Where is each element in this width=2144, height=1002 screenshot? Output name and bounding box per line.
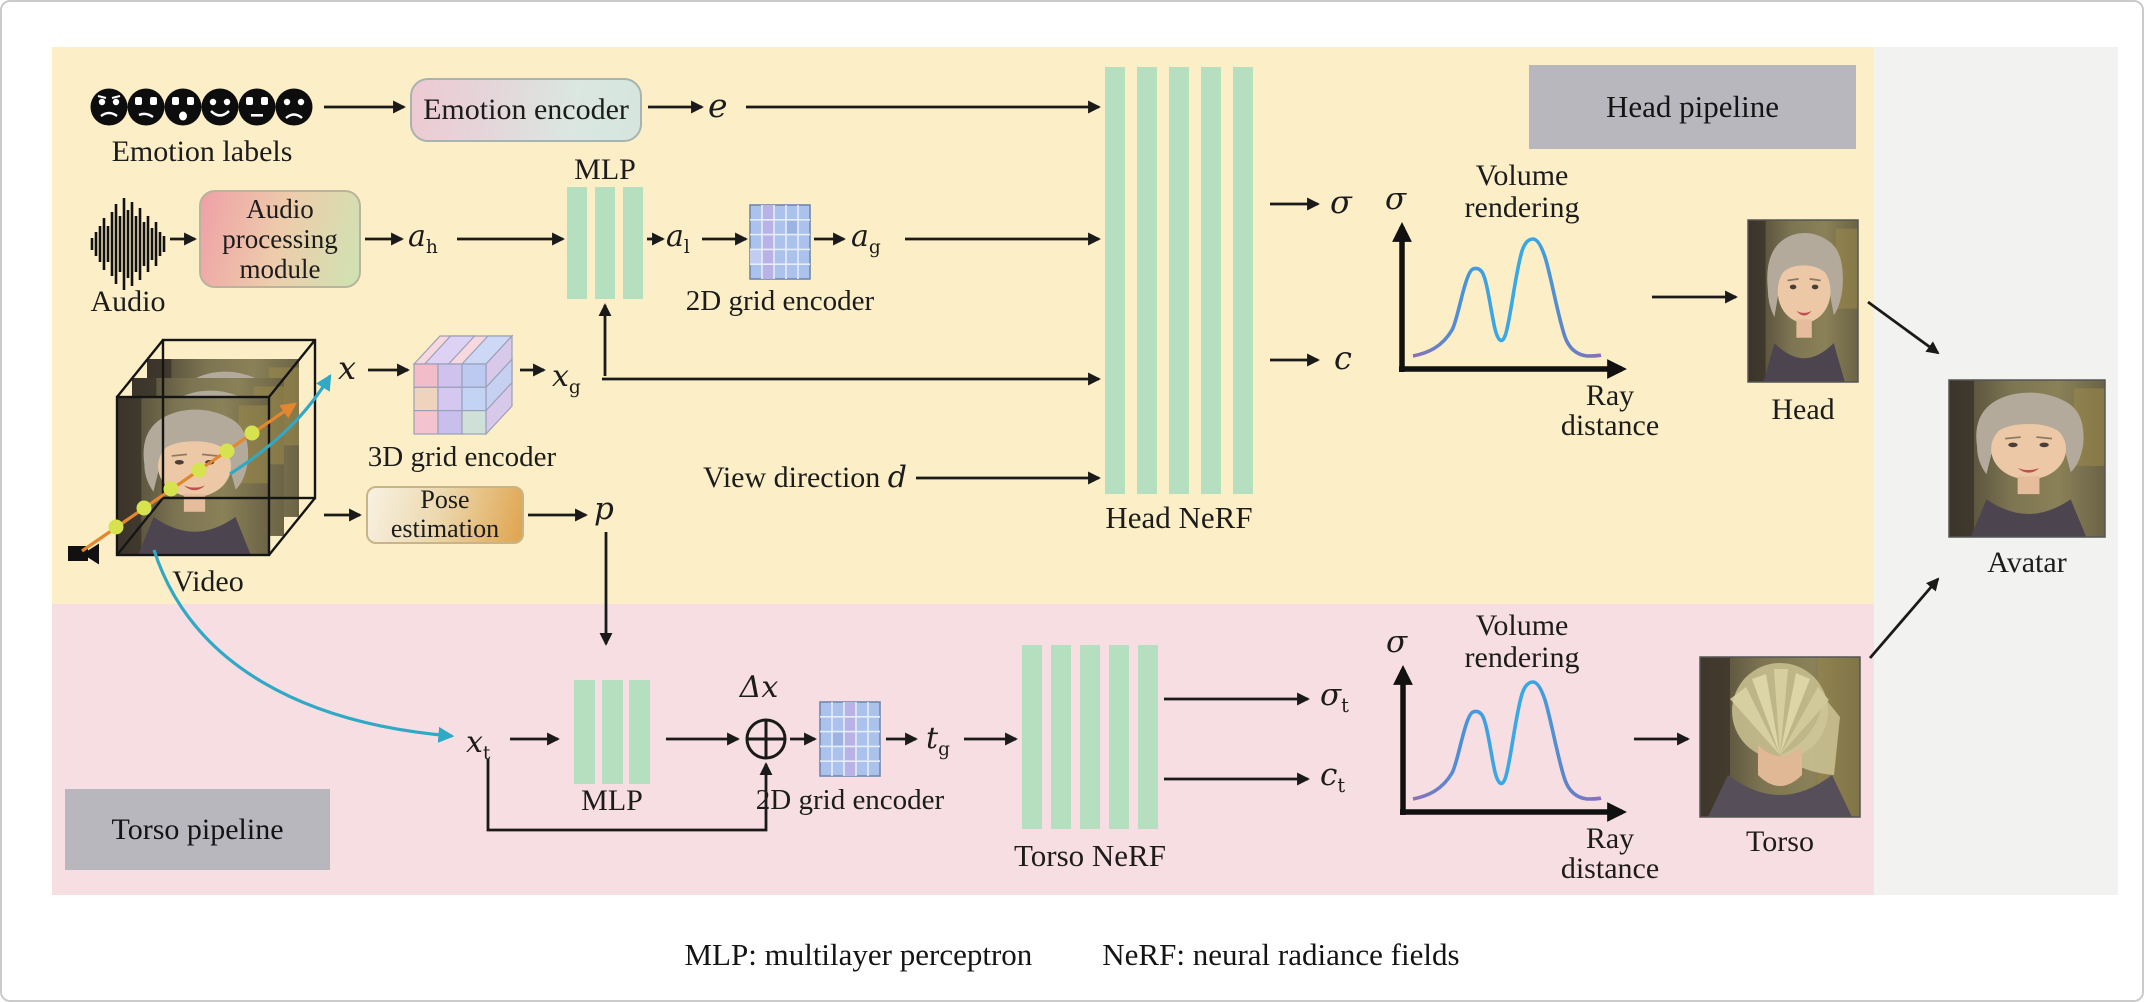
torso-pipeline-label: Torso pipeline bbox=[111, 812, 284, 846]
c-output-symbol: c bbox=[1334, 339, 1352, 377]
avatar-side-panel bbox=[1874, 47, 2118, 895]
ag-symbol: ag bbox=[851, 219, 881, 258]
sigma-output-symbol: σ bbox=[1330, 183, 1352, 221]
video-caption: Video bbox=[172, 565, 244, 598]
torso-pipeline-label-box: Torso pipeline bbox=[65, 789, 330, 870]
caption-mlp: MLP: multilayer perceptron bbox=[684, 937, 1033, 972]
head-nerf-bar-3 bbox=[1169, 67, 1189, 494]
sigmat-output-symbol: σt bbox=[1320, 677, 1349, 718]
head-volume-title: Volume rendering bbox=[1422, 160, 1622, 223]
torso-volume-title-1: Volume bbox=[1475, 609, 1569, 642]
torso-mlp-bar-1 bbox=[574, 680, 595, 784]
head-mlp-bar-1 bbox=[567, 187, 587, 299]
head-volume-title-2: rendering bbox=[1464, 190, 1580, 224]
pose-estimation-box: Pose estimation bbox=[366, 486, 524, 544]
head-2dgrid-caption: 2D grid encoder bbox=[685, 285, 875, 317]
torso-mlp-bar-3 bbox=[629, 680, 650, 784]
xg-symbol: xg bbox=[552, 359, 581, 398]
pose-estimation-label: Pose estimation bbox=[391, 486, 499, 543]
head-mlp-caption: MLP bbox=[574, 153, 636, 186]
audio-line-3: module bbox=[239, 254, 321, 285]
ct-output-symbol: ct bbox=[1320, 757, 1346, 798]
torso-mlp-bar-2 bbox=[602, 680, 623, 784]
head-mlp-bar-3 bbox=[623, 187, 643, 299]
torso-ray-label: Ray bbox=[1585, 822, 1635, 855]
e-symbol: e bbox=[708, 86, 728, 125]
figure-caption: MLP: multilayer perceptron NeRF: neural … bbox=[2, 937, 2142, 973]
emotion-labels-caption: Emotion labels bbox=[111, 135, 293, 168]
audio-processing-box: Audio processing module bbox=[199, 190, 361, 288]
torso-plot-xaxis-label: Ray distance bbox=[1510, 824, 1710, 884]
torso-volume-title-2: rendering bbox=[1464, 640, 1580, 674]
torso-nerf-bar-1 bbox=[1022, 645, 1042, 829]
torso-2dgrid-caption: 2D grid encoder bbox=[755, 784, 945, 816]
avatar-caption: Avatar bbox=[1987, 546, 2067, 579]
torso-mlp-caption: MLP bbox=[581, 784, 643, 817]
torso-nerf-caption: Torso NeRF bbox=[1014, 838, 1166, 873]
torso-nerf-bar-3 bbox=[1080, 645, 1100, 829]
head-pipeline-label: Head pipeline bbox=[1605, 89, 1779, 124]
audio-caption: Audio bbox=[90, 285, 166, 318]
head-nerf-caption: Head NeRF bbox=[1105, 500, 1253, 535]
torso-volume-title: Volume rendering bbox=[1422, 610, 1622, 673]
head-pipeline-label-box: Head pipeline bbox=[1529, 65, 1856, 149]
torso-result-caption: Torso bbox=[1746, 825, 1814, 858]
emotion-encoder-box: Emotion encoder bbox=[410, 78, 642, 142]
torso-distance-label: distance bbox=[1560, 852, 1660, 885]
x-symbol: x bbox=[338, 349, 357, 387]
torso-plot-yaxis-label: σ bbox=[1386, 624, 1408, 660]
audio-line-2: processing bbox=[222, 223, 338, 254]
d-symbol: d bbox=[887, 460, 907, 495]
3dgrid-caption: 3D grid encoder bbox=[367, 441, 557, 473]
ah-symbol: ah bbox=[408, 219, 438, 258]
head-result-caption: Head bbox=[1771, 393, 1835, 426]
pose-line-1: Pose bbox=[420, 485, 470, 515]
head-plot-xaxis-label: Ray distance bbox=[1510, 381, 1710, 441]
torso-nerf-bar-4 bbox=[1109, 645, 1129, 829]
head-nerf-bar-4 bbox=[1201, 67, 1221, 494]
xt-symbol: xt bbox=[466, 725, 491, 764]
pose-line-2: estimation bbox=[390, 514, 500, 543]
torso-nerf-bar-2 bbox=[1051, 645, 1071, 829]
view-direction-text: View direction bbox=[702, 461, 888, 494]
caption-nerf: NeRF: neural radiance fields bbox=[1102, 937, 1460, 972]
head-distance-label: distance bbox=[1560, 409, 1660, 442]
emotion-encoder-label: Emotion encoder bbox=[423, 93, 629, 126]
audio-line-1: Audio bbox=[246, 193, 314, 224]
torso-nerf-bar-5 bbox=[1138, 645, 1158, 829]
head-nerf-bar-2 bbox=[1137, 67, 1157, 494]
audio-processing-label: Audio processing module bbox=[222, 194, 337, 285]
head-volume-title-1: Volume bbox=[1475, 159, 1569, 192]
tg-symbol: tg bbox=[926, 721, 950, 760]
head-ray-label: Ray bbox=[1585, 379, 1635, 412]
head-plot-yaxis-label: σ bbox=[1385, 181, 1407, 217]
view-direction-label: View direction d bbox=[692, 461, 907, 494]
head-mlp-bar-2 bbox=[595, 187, 615, 299]
head-nerf-bar-1 bbox=[1105, 67, 1125, 494]
deltax-symbol: Δx bbox=[739, 670, 779, 705]
al-symbol: al bbox=[666, 219, 690, 258]
head-nerf-bar-5 bbox=[1233, 67, 1253, 494]
p-symbol: p bbox=[594, 491, 614, 527]
